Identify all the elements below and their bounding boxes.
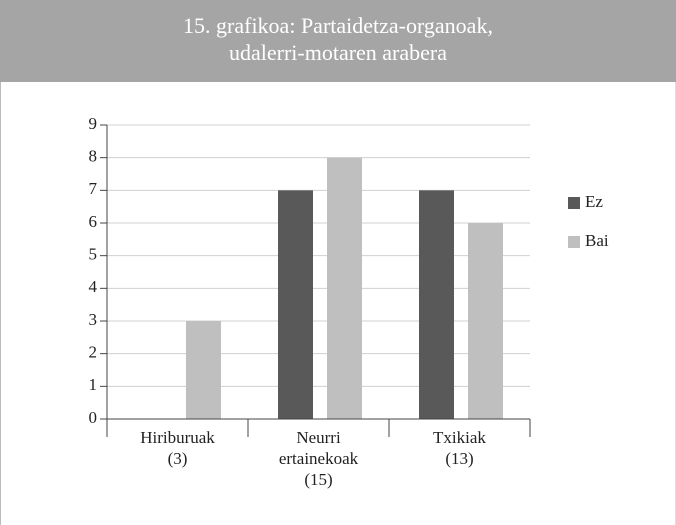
x-tick-label: Hiriburuak [140, 428, 215, 447]
bar [419, 190, 454, 419]
x-tick-label: (15) [304, 470, 332, 489]
legend-label: Bai [585, 231, 609, 250]
y-tick-label: 7 [89, 179, 98, 198]
chart-title: udalerri-motaren arabera [229, 40, 447, 65]
bar [186, 321, 221, 419]
y-tick-label: 0 [89, 408, 98, 427]
chart-title: 15. grafikoa: Partaidetza-organoak, [183, 13, 493, 38]
y-tick-label: 8 [89, 147, 98, 166]
y-tick-label: 1 [89, 375, 98, 394]
y-tick-label: 4 [89, 277, 98, 296]
y-tick-label: 6 [89, 212, 98, 231]
legend-swatch [568, 197, 580, 209]
x-tick-label: Txikiak [433, 428, 486, 447]
x-tick-label: Neurri [296, 428, 341, 447]
x-tick-label: (3) [168, 449, 188, 468]
bar [278, 190, 313, 419]
bar [327, 157, 362, 419]
y-tick-label: 3 [89, 310, 98, 329]
x-tick-label: (13) [445, 449, 473, 468]
y-tick-label: 9 [89, 114, 98, 133]
legend-label: Ez [585, 192, 603, 211]
y-tick-label: 5 [89, 245, 98, 264]
header-band [0, 0, 676, 82]
y-tick-label: 2 [89, 343, 98, 362]
bar [468, 223, 503, 419]
x-tick-label: ertainekoak [279, 449, 359, 468]
legend-swatch [568, 236, 580, 248]
